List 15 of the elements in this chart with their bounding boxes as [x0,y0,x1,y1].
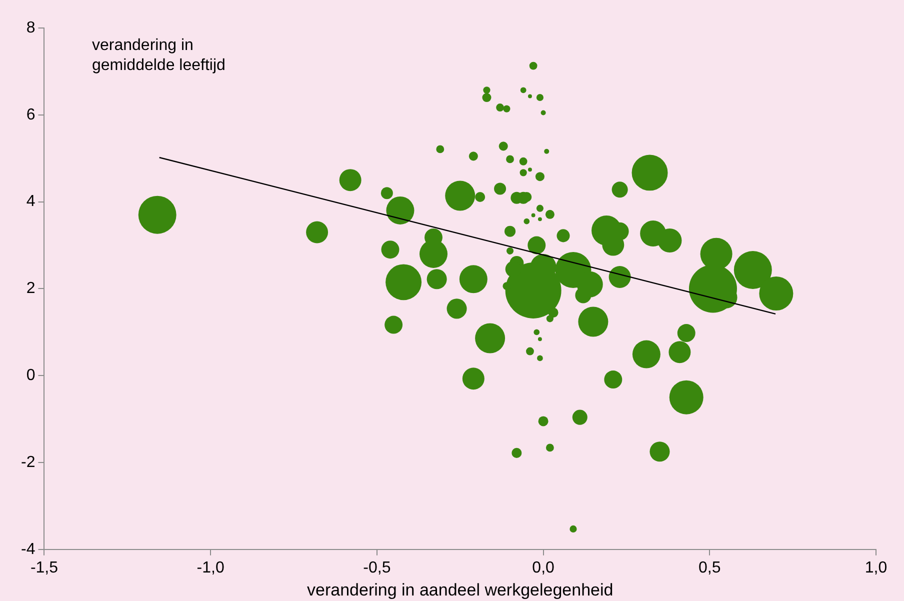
y-tick-label: -2 [20,454,36,471]
x-tick-label: 0,5 [698,559,721,576]
y-tick-label: -4 [20,540,36,558]
y-axis-title: verandering in gemiddelde leeftijd [92,36,226,76]
x-tick-label: -1,5 [30,559,58,576]
y-tick-label: 2 [26,280,36,298]
y-tick-label: 4 [26,193,36,210]
y-tick-label: 8 [26,19,36,36]
x-tick-label: 0,0 [532,559,555,576]
x-axis-title: verandering in aandeel werkgelegenheid [306,580,614,600]
x-tick-label: -0,5 [363,559,391,576]
x-tick-label: 1,0 [864,559,888,576]
x-tick-label: -1,0 [196,559,224,576]
y-tick-label: 0 [26,367,36,384]
y-tick-label: 6 [26,106,36,124]
